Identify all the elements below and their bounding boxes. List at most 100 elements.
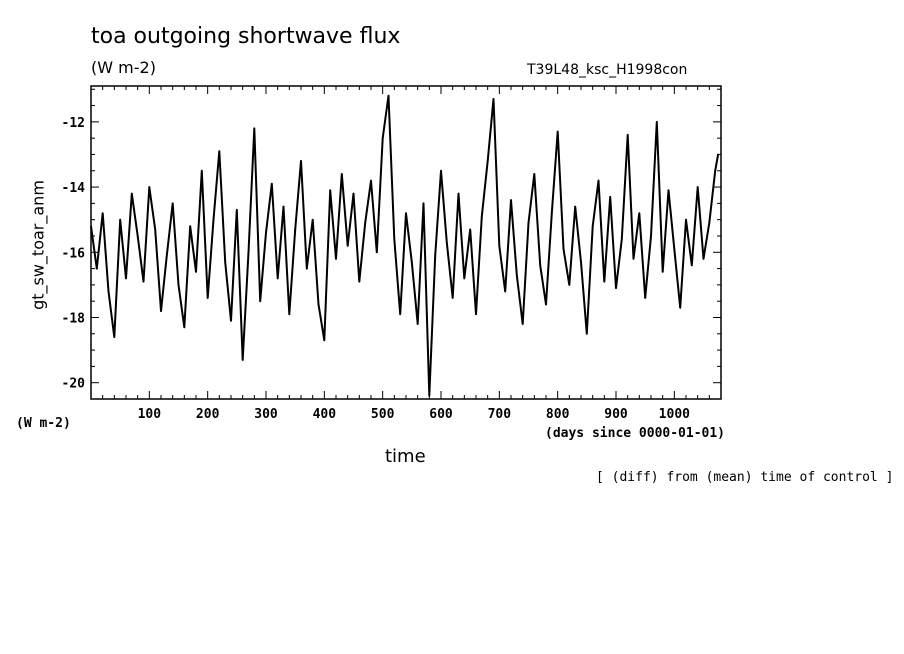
data-point	[253, 127, 256, 130]
data-point	[171, 202, 174, 205]
data-point	[696, 186, 699, 188]
data-point	[504, 290, 506, 293]
data-point	[276, 277, 279, 280]
data-point	[638, 212, 641, 214]
data-point	[451, 297, 454, 299]
data-point	[626, 134, 629, 136]
data-point	[393, 238, 396, 241]
data-point	[177, 284, 180, 286]
data-point	[370, 179, 372, 182]
data-point	[96, 267, 98, 270]
series-line	[90, 94, 720, 397]
data-point	[364, 222, 366, 224]
data-point	[650, 235, 652, 237]
data-point	[714, 169, 716, 172]
data-point	[323, 339, 326, 342]
data-point	[498, 244, 501, 247]
data-point	[679, 306, 681, 309]
x-tick-label: 500	[371, 407, 395, 422]
data-point	[510, 199, 512, 201]
data-point	[434, 254, 436, 257]
data-point	[422, 202, 425, 205]
run-label: T39L48_ksc_H1998con	[527, 62, 688, 78]
x-tick-label: 800	[546, 407, 570, 422]
data-point	[206, 297, 209, 299]
x-tick-label: 300	[254, 407, 278, 422]
data-point	[230, 319, 232, 322]
data-point	[142, 280, 145, 283]
data-point	[440, 169, 442, 172]
data-point	[574, 205, 576, 208]
data-point	[685, 218, 687, 221]
data-point	[399, 313, 401, 316]
data-point	[446, 241, 448, 244]
data-point	[317, 303, 320, 306]
data-point	[475, 313, 477, 316]
data-point	[428, 394, 431, 397]
data-point	[481, 215, 483, 218]
data-point	[667, 189, 670, 192]
data-point	[201, 169, 203, 172]
data-point	[463, 277, 466, 280]
data-point	[335, 258, 337, 260]
data-point	[306, 267, 308, 270]
plot-frame	[90, 85, 722, 400]
data-point	[346, 244, 349, 247]
data-point	[708, 222, 711, 224]
data-point	[562, 248, 565, 250]
data-point	[644, 297, 646, 299]
data-point	[533, 173, 536, 175]
data-point	[125, 277, 127, 280]
axis-ticks: 100 200 300 400 500 600 700 800 900 1000 -20 -18 -16…	[62, 86, 721, 422]
data-point	[405, 212, 407, 214]
x-tick-label: 200	[196, 407, 220, 422]
x-tick-label: 900	[604, 407, 628, 422]
data-point	[591, 225, 594, 227]
data-point	[236, 209, 238, 211]
data-point	[294, 228, 296, 231]
y-axis-units: (W m-2)	[16, 416, 71, 431]
data-point	[580, 261, 582, 263]
data-point	[568, 284, 571, 286]
data-point	[545, 303, 547, 306]
data-point	[329, 189, 331, 192]
data-point	[656, 121, 658, 123]
y-tick-label: -18	[62, 311, 86, 326]
data-point	[603, 280, 606, 283]
data-point	[387, 94, 390, 97]
x-axis-label: time	[385, 446, 426, 467]
data-point	[241, 359, 244, 361]
data-point	[411, 261, 413, 263]
data-point	[702, 258, 705, 260]
data-point	[113, 336, 116, 338]
data-point	[218, 150, 221, 153]
data-point	[101, 212, 104, 214]
data-point	[160, 310, 162, 312]
x-tick-label: 400	[313, 407, 337, 422]
data-point	[673, 248, 676, 250]
data-point	[632, 258, 635, 260]
data-point	[691, 264, 693, 267]
data-point	[609, 196, 611, 198]
data-point	[311, 218, 314, 221]
chart-units: (W m-2)	[91, 58, 156, 77]
data-point	[457, 192, 460, 195]
data-point	[551, 212, 553, 214]
x-tick-label: 700	[488, 407, 512, 422]
chart-title: toa outgoing shortwave flux	[91, 24, 401, 49]
data-point	[492, 98, 495, 100]
x-tick-label: 1000	[659, 407, 690, 422]
data-point	[247, 251, 250, 254]
y-tick-label: -20	[62, 377, 86, 392]
data-point	[352, 192, 355, 195]
data-point	[416, 323, 419, 325]
data-point	[539, 264, 541, 267]
data-point	[166, 254, 168, 257]
data-point	[527, 222, 530, 224]
data-point	[358, 280, 361, 283]
y-tick-label: -12	[62, 116, 85, 131]
data-point	[131, 192, 133, 195]
data-point	[586, 332, 588, 335]
data-point	[189, 225, 191, 227]
